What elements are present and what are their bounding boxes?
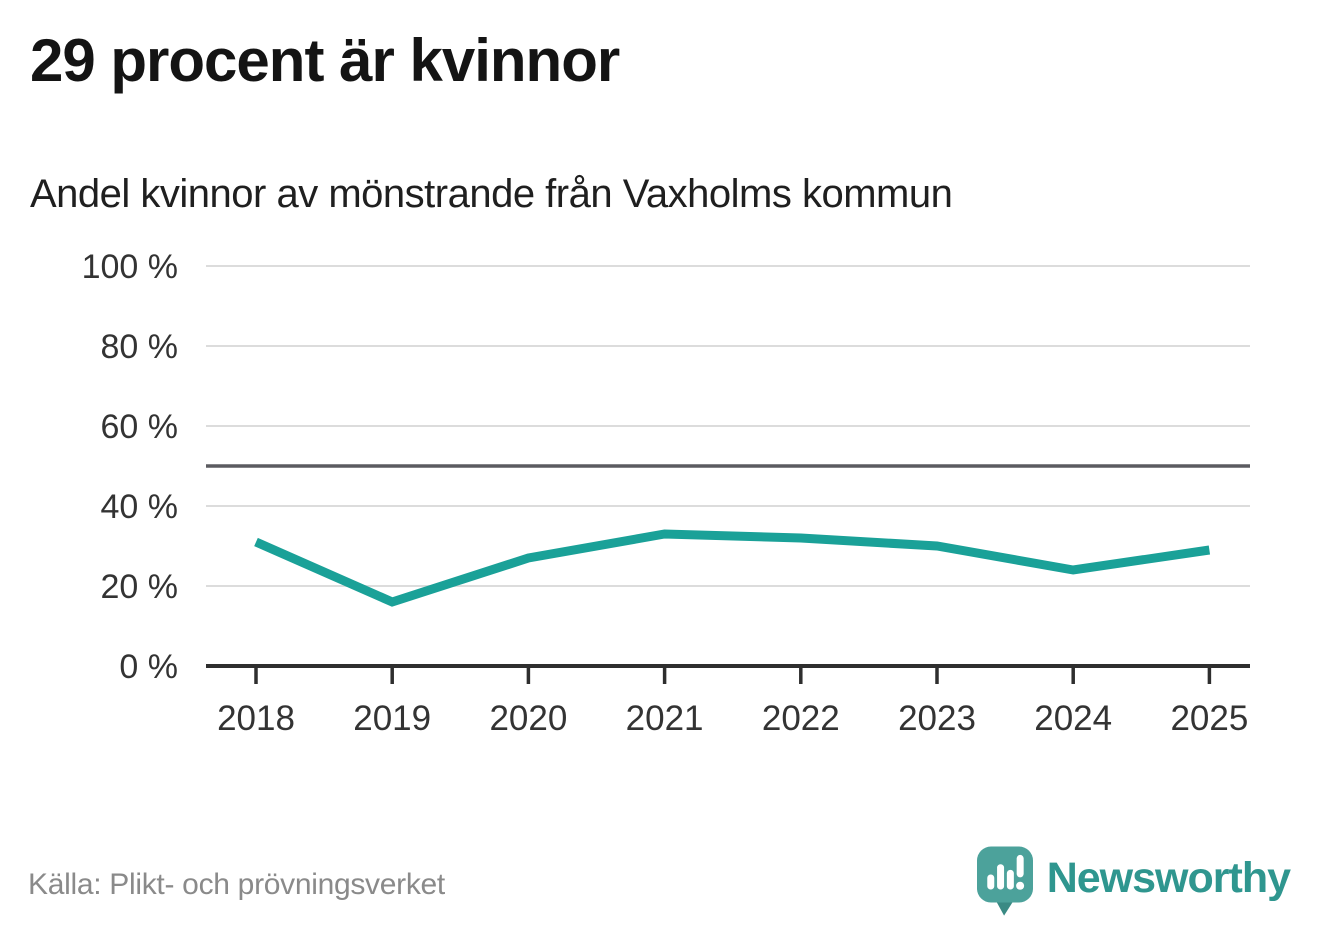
newsworthy-wordmark: Newsworthy [1046, 853, 1291, 902]
x-tick-label: 2019 [353, 699, 431, 738]
newsworthy-logo: Newsworthy [976, 843, 1291, 921]
x-tick-label: 2024 [1034, 699, 1112, 738]
y-tick-label: 20 % [101, 568, 179, 606]
x-tick-label: 2023 [898, 699, 976, 738]
data-line [254, 529, 1211, 607]
y-tick-label: 40 % [101, 488, 179, 526]
x-tick-label: 2021 [626, 699, 704, 738]
x-tick-label: 2025 [1170, 699, 1248, 738]
x-tick-label: 2022 [762, 699, 840, 738]
x-tick-label: 2020 [489, 699, 567, 738]
chart-subtitle: Andel kvinnor av mönstrande från Vaxholm… [30, 172, 953, 216]
line-chart: 0 % 20 % 40 % 60 % 80 % 100 % 2018 2019 2020 2021… [82, 248, 1250, 738]
source-text: Källa: Plikt- och prövningsverket [28, 868, 445, 901]
y-tick-label: 80 % [101, 328, 179, 366]
y-tick-label: 100 % [82, 248, 178, 286]
x-tick-label: 2018 [217, 699, 295, 738]
chart-title: 29 procent är kvinnor [30, 27, 620, 94]
y-tick-label: 60 % [101, 408, 179, 446]
y-tick-label: 0 % [119, 648, 178, 686]
newsworthy-logo-icon [976, 846, 1033, 916]
